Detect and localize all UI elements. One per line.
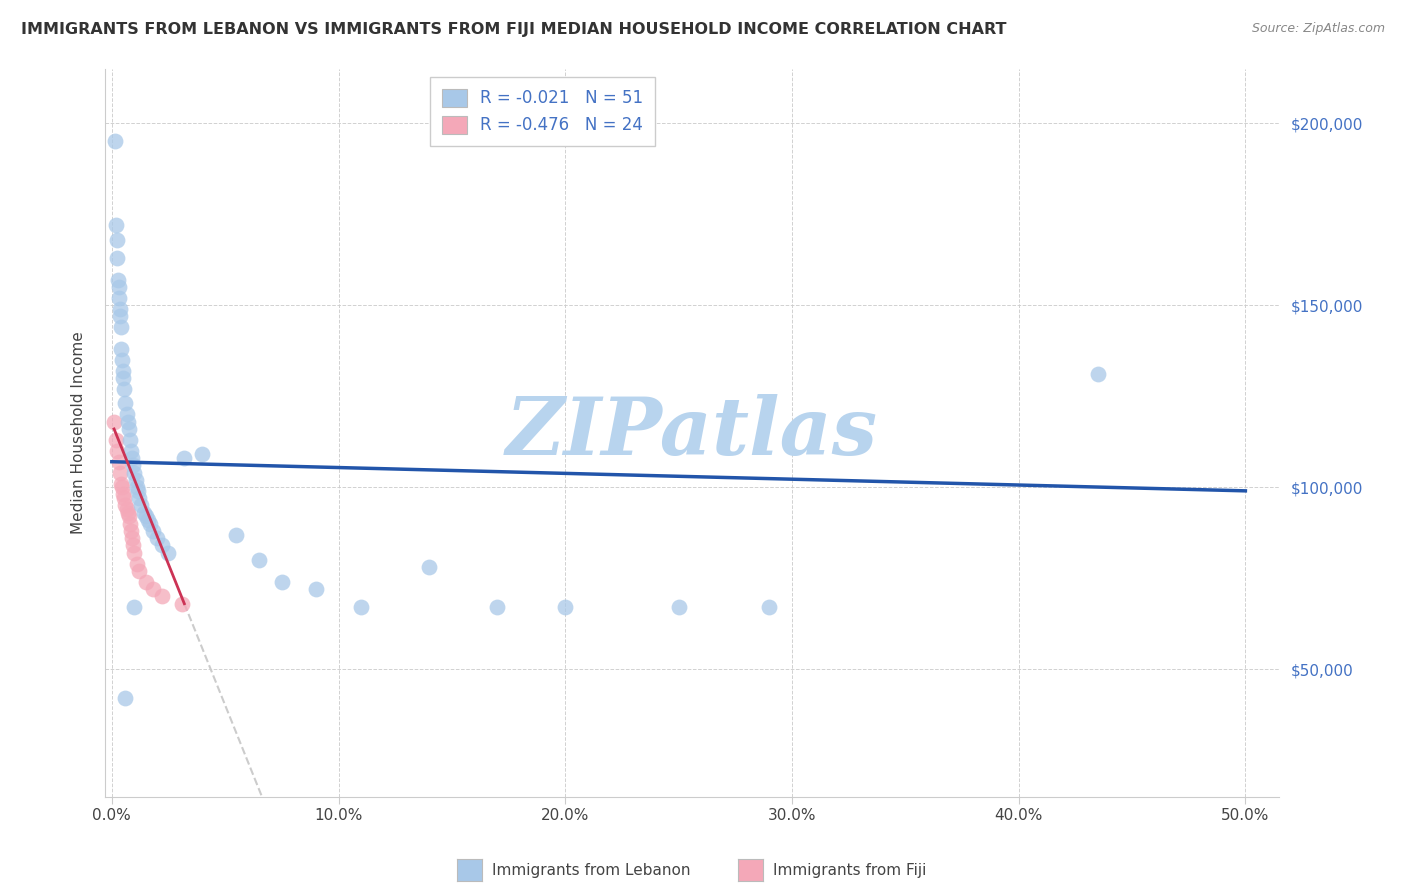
Point	[270, 574, 292, 589]
Point	[118, 509, 141, 524]
Point	[191, 447, 214, 461]
Point	[157, 546, 180, 560]
Point	[150, 590, 173, 604]
Point	[127, 483, 149, 498]
Text: Source: ZipAtlas.com: Source: ZipAtlas.com	[1251, 22, 1385, 36]
Point	[111, 352, 134, 367]
Point	[121, 451, 143, 466]
Point	[117, 415, 139, 429]
Point	[112, 487, 135, 501]
Point	[129, 499, 152, 513]
Text: Immigrants from Fiji: Immigrants from Fiji	[773, 863, 927, 878]
Point	[115, 408, 138, 422]
Point	[225, 527, 247, 541]
Point	[122, 539, 145, 553]
Point	[125, 480, 148, 494]
Point	[110, 320, 132, 334]
Point	[121, 531, 143, 545]
Point	[146, 531, 169, 545]
Point	[124, 473, 146, 487]
Point	[120, 443, 142, 458]
Point	[1087, 368, 1109, 382]
Point	[112, 491, 135, 505]
Text: Immigrants from Lebanon: Immigrants from Lebanon	[492, 863, 690, 878]
Point	[418, 560, 440, 574]
Point	[110, 342, 132, 356]
Point	[122, 458, 145, 473]
Point	[103, 415, 125, 429]
Point	[350, 600, 373, 615]
Point	[107, 455, 129, 469]
Point	[142, 582, 165, 596]
Point	[110, 309, 132, 323]
Point	[554, 600, 576, 615]
Point	[107, 280, 129, 294]
Point	[132, 506, 155, 520]
Point	[139, 516, 162, 531]
Point	[118, 433, 141, 447]
Point	[105, 233, 128, 247]
Point	[125, 557, 148, 571]
Point	[124, 546, 146, 560]
Point	[114, 499, 136, 513]
Point	[668, 600, 690, 615]
Text: ZIPatlas: ZIPatlas	[506, 394, 879, 471]
Point	[110, 476, 132, 491]
Legend: R = -0.021   N = 51, R = -0.476   N = 24: R = -0.021 N = 51, R = -0.476 N = 24	[430, 77, 655, 146]
Point	[136, 513, 159, 527]
Point	[115, 502, 138, 516]
Y-axis label: Median Household Income: Median Household Income	[72, 331, 86, 534]
Point	[486, 600, 509, 615]
Point	[117, 506, 139, 520]
Point	[128, 491, 150, 505]
Point	[104, 134, 127, 148]
Point	[105, 433, 128, 447]
Point	[114, 691, 136, 706]
Point	[107, 251, 129, 265]
Point	[173, 451, 195, 466]
Point	[150, 539, 173, 553]
Point	[107, 443, 129, 458]
Point	[118, 422, 141, 436]
Point	[758, 600, 780, 615]
Point	[108, 466, 131, 480]
Point	[112, 371, 135, 385]
Point	[105, 218, 128, 232]
Point	[128, 564, 150, 578]
Point	[108, 301, 131, 316]
Point	[124, 600, 146, 615]
Point	[112, 382, 135, 396]
Point	[305, 582, 328, 596]
Point	[142, 524, 165, 538]
Point	[107, 273, 129, 287]
Text: IMMIGRANTS FROM LEBANON VS IMMIGRANTS FROM FIJI MEDIAN HOUSEHOLD INCOME CORRELAT: IMMIGRANTS FROM LEBANON VS IMMIGRANTS FR…	[21, 22, 1007, 37]
Point	[111, 480, 134, 494]
Point	[170, 597, 193, 611]
Point	[120, 524, 142, 538]
Point	[118, 516, 141, 531]
Point	[124, 466, 146, 480]
Point	[108, 291, 131, 305]
Point	[114, 396, 136, 410]
Point	[135, 509, 157, 524]
Point	[135, 574, 157, 589]
Point	[247, 553, 270, 567]
Point	[111, 364, 134, 378]
